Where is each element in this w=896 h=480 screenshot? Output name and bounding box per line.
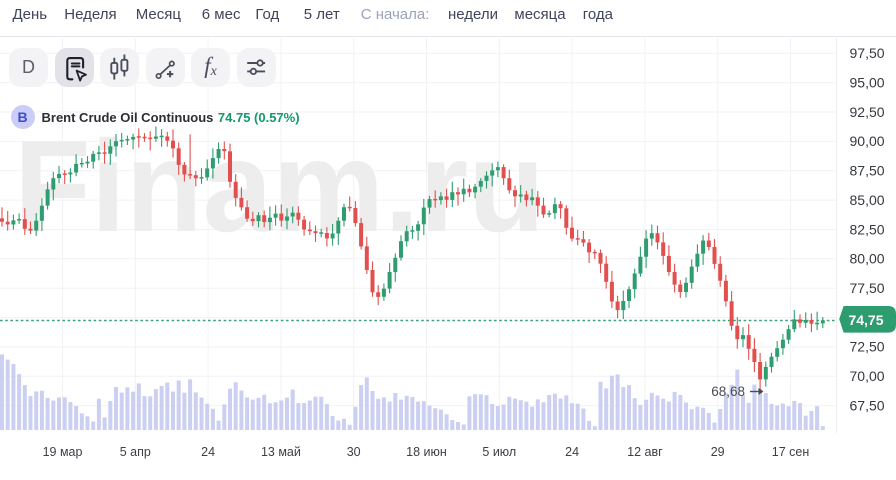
svg-text:87,50: 87,50 [850, 163, 885, 179]
svg-text:30: 30 [347, 445, 361, 459]
svg-text:68,68: 68,68 [711, 384, 745, 399]
svg-text:24: 24 [565, 445, 579, 459]
svg-text:77,50: 77,50 [850, 280, 885, 296]
svg-text:18 июн: 18 июн [406, 445, 447, 459]
svg-text:5 апр: 5 апр [120, 445, 151, 459]
svg-text:82,50: 82,50 [850, 221, 885, 237]
svg-text:Finam.ru: Finam.ru [14, 113, 545, 259]
svg-text:12 авг: 12 авг [627, 445, 663, 459]
svg-text:70,00: 70,00 [850, 368, 885, 384]
svg-text:92,50: 92,50 [850, 104, 885, 120]
svg-text:24: 24 [201, 445, 215, 459]
svg-text:13 май: 13 май [261, 445, 301, 459]
svg-text:90,00: 90,00 [850, 133, 885, 149]
svg-text:17 сен: 17 сен [772, 445, 810, 459]
svg-text:29: 29 [711, 445, 725, 459]
svg-text:72,50: 72,50 [850, 339, 885, 355]
svg-text:85,00: 85,00 [850, 192, 885, 208]
svg-text:74,75: 74,75 [848, 312, 883, 328]
svg-text:5 июл: 5 июл [482, 445, 516, 459]
svg-text:95,00: 95,00 [850, 75, 885, 91]
svg-text:97,50: 97,50 [850, 45, 885, 61]
svg-text:19 мар: 19 мар [43, 445, 83, 459]
svg-text:80,00: 80,00 [850, 251, 885, 267]
svg-text:67,50: 67,50 [850, 397, 885, 413]
